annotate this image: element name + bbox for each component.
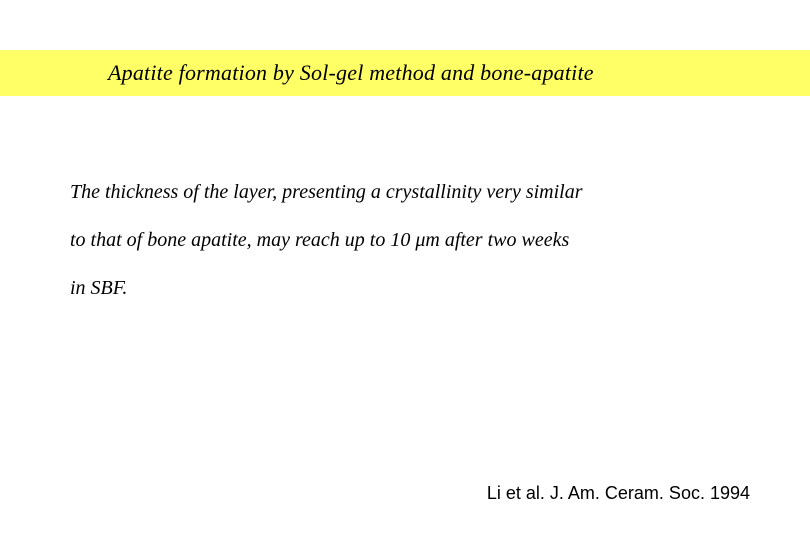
slide-page: Apatite formation by Sol-gel method and … [0,0,810,540]
body-paragraph: The thickness of the layer, presenting a… [70,168,690,312]
citation-text: Li et al. J. Am. Ceram. Soc. 1994 [487,483,750,504]
body-line-2-suffix: m after two weeks [425,229,569,251]
body-line-1: The thickness of the layer, presenting a… [70,168,690,216]
body-line-2-prefix: to that of bone apatite, may reach up to… [70,229,415,251]
title-text: Apatite formation by Sol-gel method and … [108,60,594,86]
mu-symbol: μ [415,229,425,251]
title-bar: Apatite formation by Sol-gel method and … [0,50,810,96]
body-line-3: in SBF. [70,264,690,312]
body-line-2: to that of bone apatite, may reach up to… [70,216,690,264]
